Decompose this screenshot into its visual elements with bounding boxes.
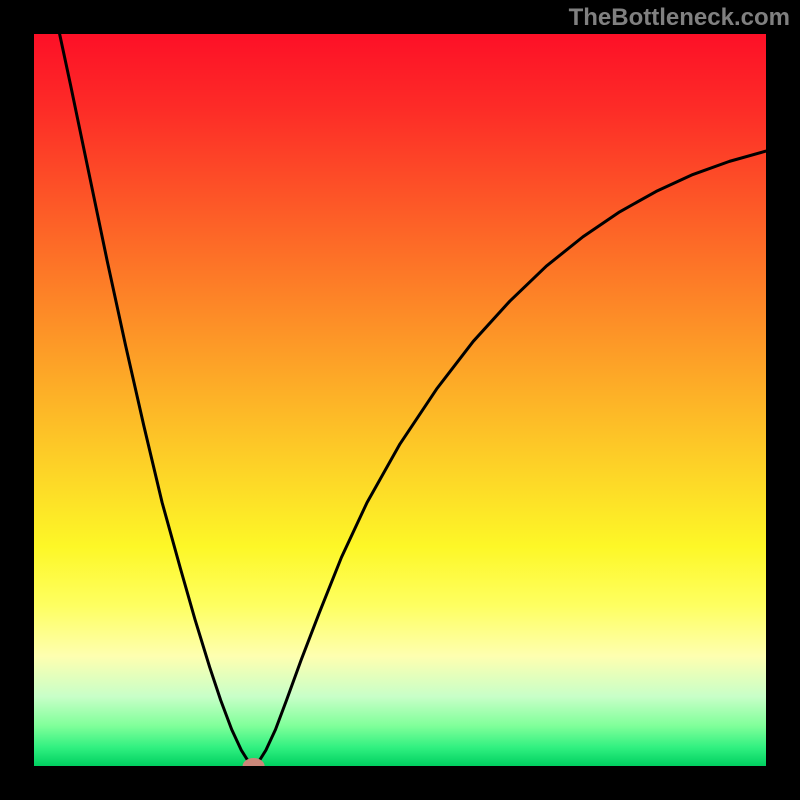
chart-background (34, 34, 766, 766)
bottleneck-chart (0, 0, 800, 800)
watermark-text: TheBottleneck.com (569, 4, 790, 32)
chart-container: TheBottleneck.com (0, 0, 800, 800)
